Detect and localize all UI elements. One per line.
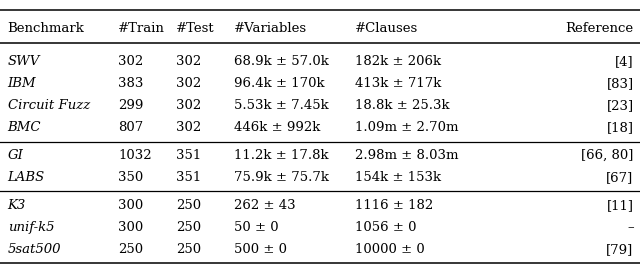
Text: 2.98m ± 8.03m: 2.98m ± 8.03m [355,149,459,162]
Text: Circuit Fuzz: Circuit Fuzz [8,99,90,112]
Text: IBM: IBM [8,77,36,90]
Text: 1116 ± 182: 1116 ± 182 [355,199,433,212]
Text: 302: 302 [176,77,201,90]
Text: #Train: #Train [118,22,165,35]
Text: #Clauses: #Clauses [355,22,419,35]
Text: Reference: Reference [566,22,634,35]
Text: #Variables: #Variables [234,22,307,35]
Text: 383: 383 [118,77,144,90]
Text: 302: 302 [118,55,143,68]
Text: GI: GI [8,149,24,162]
Text: 68.9k ± 57.0k: 68.9k ± 57.0k [234,55,328,68]
Text: 302: 302 [176,121,201,134]
Text: [83]: [83] [607,77,634,90]
Text: LABS: LABS [8,171,45,184]
Text: 10000 ± 0: 10000 ± 0 [355,243,425,256]
Text: 300: 300 [118,199,143,212]
Text: [18]: [18] [607,121,634,134]
Text: K3: K3 [8,199,26,212]
Text: [23]: [23] [607,99,634,112]
Text: 250: 250 [176,199,201,212]
Text: 302: 302 [176,55,201,68]
Text: 300: 300 [118,221,143,234]
Text: [67]: [67] [606,171,634,184]
Text: [66, 80]: [66, 80] [581,149,634,162]
Text: [4]: [4] [615,55,634,68]
Text: 302: 302 [176,99,201,112]
Text: 500 ± 0: 500 ± 0 [234,243,287,256]
Text: [79]: [79] [606,243,634,256]
Text: 351: 351 [176,171,201,184]
Text: 351: 351 [176,149,201,162]
Text: 5sat500: 5sat500 [8,243,61,256]
Text: BMC: BMC [8,121,41,134]
Text: 18.8k ± 25.3k: 18.8k ± 25.3k [355,99,450,112]
Text: 350: 350 [118,171,143,184]
Text: 1.09m ± 2.70m: 1.09m ± 2.70m [355,121,459,134]
Text: 154k ± 153k: 154k ± 153k [355,171,442,184]
Text: 299: 299 [118,99,144,112]
Text: 75.9k ± 75.7k: 75.9k ± 75.7k [234,171,328,184]
Text: 182k ± 206k: 182k ± 206k [355,55,442,68]
Text: #Test: #Test [176,22,214,35]
Text: 413k ± 717k: 413k ± 717k [355,77,442,90]
Text: 5.53k ± 7.45k: 5.53k ± 7.45k [234,99,328,112]
Text: 250: 250 [176,243,201,256]
Text: 250: 250 [176,221,201,234]
Text: 50 ± 0: 50 ± 0 [234,221,278,234]
Text: 250: 250 [118,243,143,256]
Text: 446k ± 992k: 446k ± 992k [234,121,320,134]
Text: SWV: SWV [8,55,40,68]
Text: 1032: 1032 [118,149,152,162]
Text: [11]: [11] [607,199,634,212]
Text: 1056 ± 0: 1056 ± 0 [355,221,417,234]
Text: Benchmark: Benchmark [8,22,84,35]
Text: 262 ± 43: 262 ± 43 [234,199,295,212]
Text: 807: 807 [118,121,143,134]
Text: 11.2k ± 17.8k: 11.2k ± 17.8k [234,149,328,162]
Text: 96.4k ± 170k: 96.4k ± 170k [234,77,324,90]
Text: unif-k5: unif-k5 [8,221,54,234]
Text: –: – [627,221,634,234]
